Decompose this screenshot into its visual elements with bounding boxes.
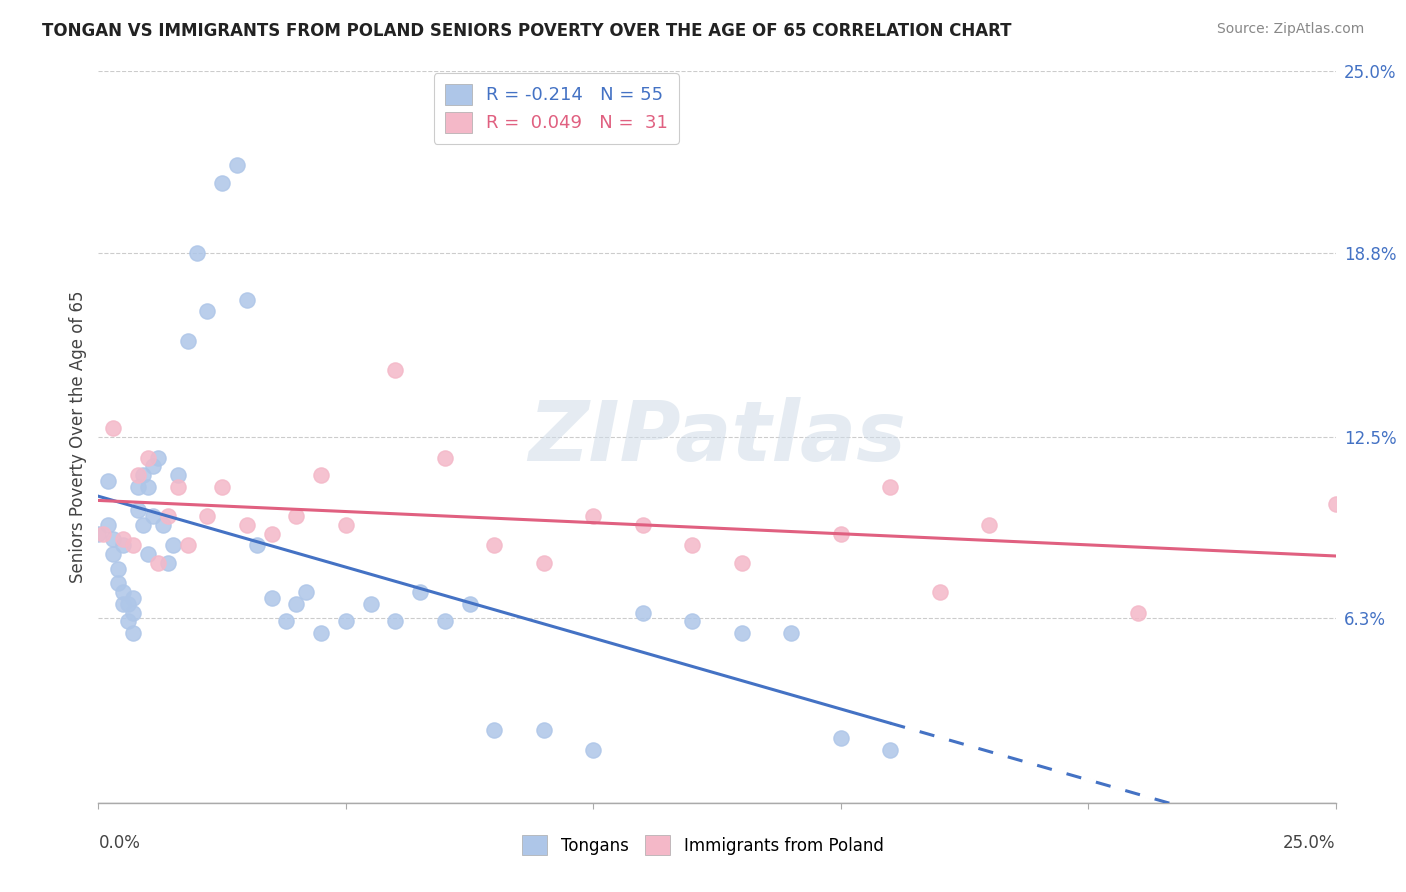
Text: Source: ZipAtlas.com: Source: ZipAtlas.com (1216, 22, 1364, 37)
Point (780, 626, 803, 640)
Point (533, 556, 555, 570)
Point (830, 731, 852, 746)
Point (142, 509, 165, 524)
Point (152, 517, 174, 532)
Point (136, 547, 159, 561)
Text: TONGAN VS IMMIGRANTS FROM POLAND SENIORS POVERTY OVER THE AGE OF 65 CORRELATION : TONGAN VS IMMIGRANTS FROM POLAND SENIORS… (42, 22, 1012, 40)
Point (146, 450, 169, 465)
Point (433, 450, 456, 465)
Point (127, 503, 149, 517)
Point (97, 517, 120, 532)
Point (117, 615, 139, 629)
Point (103, 533, 125, 547)
Point (142, 459, 165, 474)
Point (107, 562, 129, 576)
Point (681, 615, 703, 629)
Point (879, 743, 901, 757)
Point (979, 517, 1001, 532)
Point (122, 606, 145, 620)
Point (384, 363, 406, 377)
Point (276, 615, 298, 629)
Point (156, 556, 179, 570)
Point (285, 509, 308, 524)
Text: 0.0%: 0.0% (98, 834, 141, 852)
Point (103, 421, 125, 435)
Point (112, 538, 135, 552)
Point (928, 585, 950, 599)
Point (285, 597, 308, 611)
Point (335, 517, 357, 532)
Point (211, 480, 233, 494)
Text: ZIPatlas: ZIPatlas (529, 397, 905, 477)
Text: 25.0%: 25.0% (1284, 834, 1336, 852)
Point (211, 176, 233, 190)
Point (226, 158, 249, 172)
Point (97, 474, 120, 488)
Point (112, 533, 135, 547)
Point (166, 468, 188, 483)
Point (156, 509, 179, 524)
Point (295, 585, 318, 599)
Point (731, 556, 754, 570)
Point (195, 304, 218, 318)
Point (87, 526, 110, 541)
Legend: Tongans, Immigrants from Poland: Tongans, Immigrants from Poland (516, 829, 890, 862)
Point (433, 615, 456, 629)
Point (260, 591, 283, 605)
Point (122, 591, 145, 605)
Y-axis label: Seniors Poverty Over the Age of 65: Seniors Poverty Over the Age of 65 (69, 291, 87, 583)
Point (458, 597, 481, 611)
Point (236, 517, 259, 532)
Point (260, 526, 283, 541)
Point (93, 526, 115, 541)
Point (166, 480, 188, 494)
Point (484, 538, 506, 552)
Point (132, 468, 155, 483)
Point (176, 334, 198, 348)
Point (112, 585, 135, 599)
Point (127, 480, 149, 494)
Point (582, 509, 605, 524)
Point (136, 450, 159, 465)
Point (335, 615, 357, 629)
Point (309, 468, 332, 483)
Point (631, 606, 654, 620)
Point (360, 597, 382, 611)
Point (195, 509, 218, 524)
Point (122, 538, 145, 552)
Point (176, 538, 198, 552)
Point (146, 556, 169, 570)
Point (830, 526, 852, 541)
Point (309, 626, 332, 640)
Point (246, 538, 269, 552)
Point (384, 615, 406, 629)
Point (236, 293, 259, 307)
Point (132, 517, 155, 532)
Point (631, 517, 654, 532)
Legend: R = -0.214   N = 55, R =  0.049   N =  31: R = -0.214 N = 55, R = 0.049 N = 31 (433, 73, 679, 144)
Point (186, 245, 208, 260)
Point (122, 626, 145, 640)
Point (1324, 497, 1347, 511)
Point (162, 538, 184, 552)
Point (409, 585, 432, 599)
Point (136, 480, 159, 494)
Point (117, 597, 139, 611)
Point (582, 743, 605, 757)
Point (484, 723, 506, 737)
Point (103, 547, 125, 561)
Point (731, 626, 754, 640)
Point (533, 723, 555, 737)
Point (879, 480, 901, 494)
Point (681, 538, 703, 552)
Point (107, 576, 129, 591)
Point (127, 468, 149, 483)
Point (1126, 606, 1149, 620)
Point (112, 597, 135, 611)
